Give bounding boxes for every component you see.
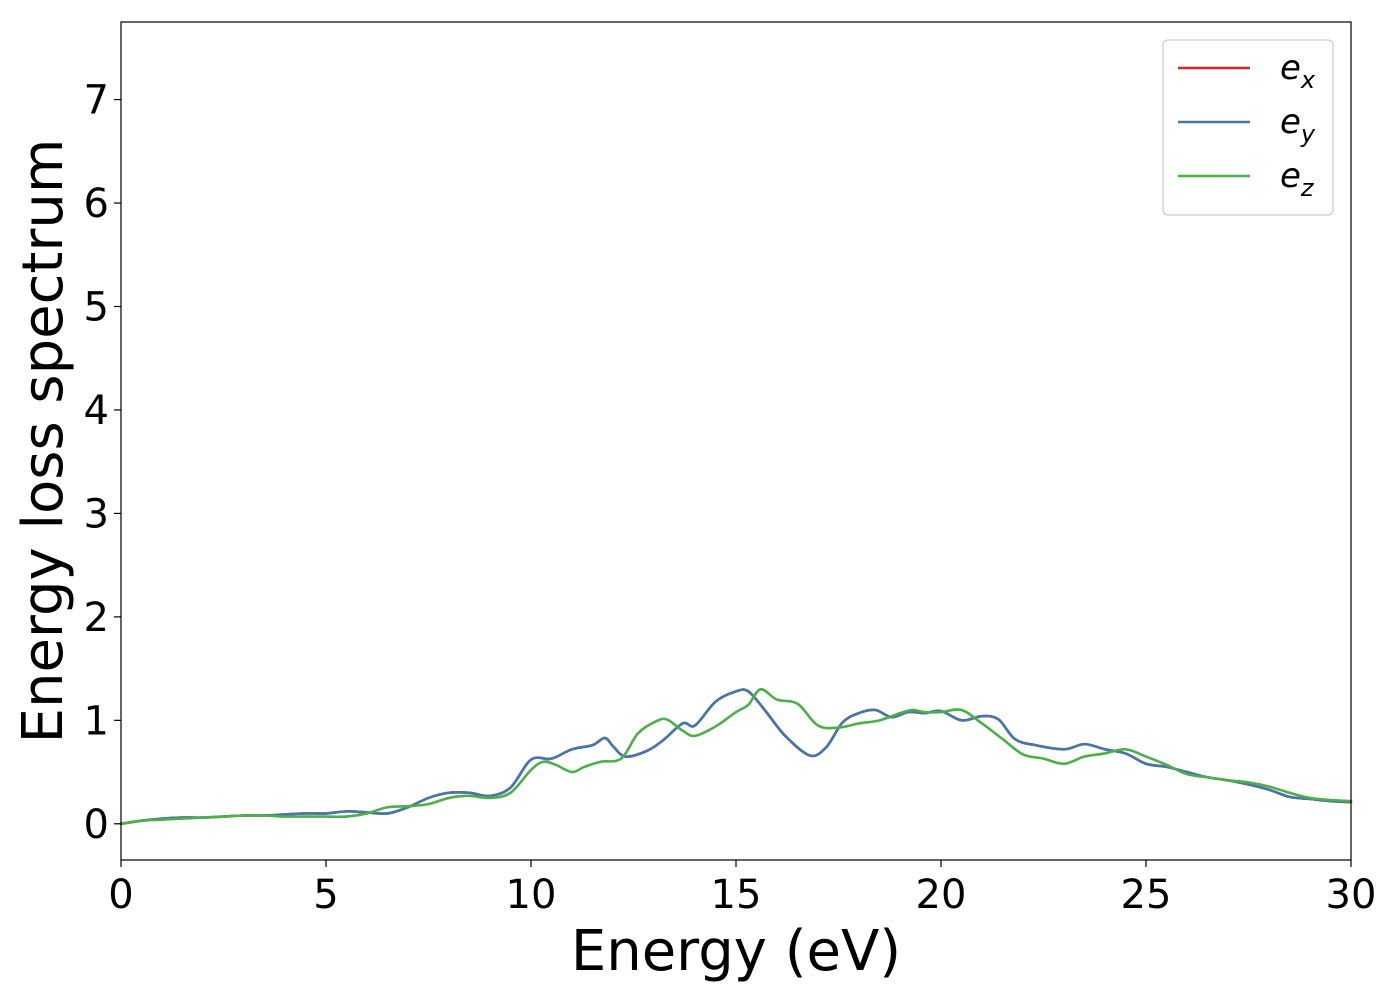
series-line-z [119, 687, 1353, 826]
legend-label-subscript: z [1300, 174, 1315, 202]
y-tick-label: 4 [84, 388, 109, 434]
legend-label-z: ez [1280, 156, 1315, 202]
y-axis-label: Energy loss spectrum [11, 139, 76, 744]
y-tick-label: 5 [84, 285, 109, 331]
x-tick-label: 10 [506, 872, 557, 918]
y-tick-label: 1 [84, 698, 109, 744]
y-tick-label: 0 [84, 802, 109, 848]
x-tick-label: 0 [108, 872, 133, 918]
y-tick-label: 3 [84, 491, 109, 537]
legend-frame [1162, 39, 1334, 216]
y-tick-label: 7 [84, 78, 109, 124]
x-tick-label: 20 [916, 872, 967, 918]
x-tick-label: 30 [1326, 872, 1377, 918]
legend-label-base: e [1280, 102, 1301, 142]
legend-label-subscript: y [1300, 120, 1316, 148]
legend-label-x: ex [1280, 48, 1316, 94]
series-layer [119, 687, 1353, 826]
legend-label-base: e [1280, 48, 1301, 88]
legend-label-subscript: x [1300, 66, 1316, 94]
plot-frame [120, 21, 1352, 861]
x-tick-label: 5 [313, 872, 338, 918]
y-tick-label: 2 [84, 595, 109, 641]
x-tick-label: 25 [1121, 872, 1172, 918]
x-tick-label: 15 [711, 872, 762, 918]
legend-label-base: e [1280, 156, 1301, 196]
x-axis-label: Energy (eV) [571, 919, 901, 984]
series-line-y [119, 688, 1353, 826]
legend-label-y: ey [1280, 102, 1316, 148]
y-tick-label: 6 [84, 181, 109, 227]
ticks-layer: 0 5 10 15 20 25 30 0 1 2 3 4 5 6 7 [84, 78, 1377, 918]
